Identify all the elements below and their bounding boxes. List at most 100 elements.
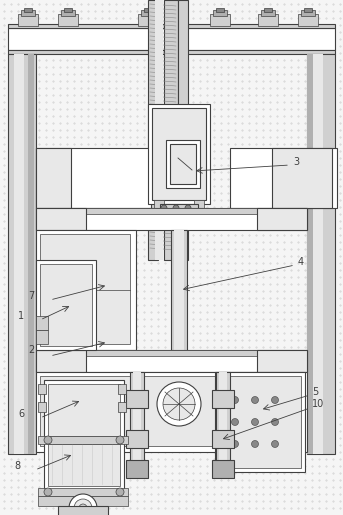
Bar <box>21 10 35 16</box>
Bar <box>219 372 227 472</box>
Bar <box>144 8 152 12</box>
Text: 3: 3 <box>293 157 299 167</box>
Bar <box>304 8 312 12</box>
Bar <box>174 230 184 360</box>
Bar <box>155 0 163 260</box>
Bar <box>8 50 335 54</box>
Circle shape <box>251 419 259 425</box>
Bar <box>130 372 144 472</box>
Bar <box>36 330 48 344</box>
Bar <box>18 14 38 26</box>
Bar <box>8 24 335 28</box>
Bar <box>58 506 108 515</box>
Bar <box>36 208 307 230</box>
Bar <box>48 384 120 436</box>
Bar <box>48 444 120 486</box>
Bar <box>38 384 46 394</box>
Bar <box>8 54 36 454</box>
Bar <box>194 200 204 208</box>
Bar <box>38 496 128 506</box>
Circle shape <box>163 388 195 420</box>
Bar <box>118 384 126 394</box>
Circle shape <box>272 419 279 425</box>
Bar <box>298 14 318 26</box>
Bar <box>36 148 71 208</box>
Bar <box>126 430 148 448</box>
Circle shape <box>232 397 238 403</box>
Circle shape <box>232 419 238 425</box>
Text: 10: 10 <box>312 399 324 409</box>
Text: 7: 7 <box>28 291 34 301</box>
Bar <box>307 54 335 454</box>
Circle shape <box>272 397 279 403</box>
Bar <box>141 10 155 16</box>
Bar <box>36 350 86 372</box>
Bar <box>212 460 234 478</box>
Bar <box>36 316 48 330</box>
Bar <box>160 204 198 216</box>
Bar <box>40 376 300 446</box>
Circle shape <box>69 494 97 515</box>
Circle shape <box>251 397 259 403</box>
Bar <box>216 8 224 12</box>
Bar <box>171 230 187 360</box>
Bar <box>307 54 313 454</box>
Bar <box>36 350 307 356</box>
Bar <box>28 54 34 454</box>
Bar <box>212 390 234 408</box>
Bar <box>38 488 128 496</box>
Bar <box>36 208 307 214</box>
Circle shape <box>116 488 124 496</box>
Bar <box>257 208 307 230</box>
Bar <box>36 350 307 372</box>
Circle shape <box>161 205 167 211</box>
Bar <box>36 230 136 350</box>
Bar <box>133 372 141 472</box>
Bar <box>36 148 151 208</box>
Bar <box>154 200 164 208</box>
Circle shape <box>74 499 92 515</box>
Bar <box>61 10 75 16</box>
Text: 1: 1 <box>18 311 24 321</box>
Text: 5: 5 <box>312 387 318 397</box>
Bar <box>166 140 200 188</box>
Circle shape <box>173 205 179 211</box>
Bar <box>148 104 210 204</box>
Bar <box>44 440 124 490</box>
Bar <box>216 372 230 472</box>
Text: 8: 8 <box>14 461 20 471</box>
Bar <box>24 8 32 12</box>
Bar <box>215 372 305 472</box>
Bar <box>44 380 124 440</box>
Bar <box>88 338 126 346</box>
Bar <box>38 402 46 412</box>
Bar <box>40 234 130 344</box>
Bar <box>170 144 196 184</box>
Bar <box>272 148 332 208</box>
Bar <box>58 14 78 26</box>
Bar <box>36 208 86 230</box>
Bar <box>14 54 24 454</box>
Bar <box>152 108 206 200</box>
Bar <box>36 260 96 350</box>
Bar <box>126 460 148 478</box>
Bar <box>38 436 128 444</box>
Bar <box>212 430 234 448</box>
Circle shape <box>232 440 238 448</box>
Bar <box>95 240 121 340</box>
Circle shape <box>44 488 52 496</box>
Bar <box>118 402 126 412</box>
Bar <box>178 0 188 260</box>
Bar <box>138 14 158 26</box>
Circle shape <box>272 440 279 448</box>
Bar <box>257 350 307 372</box>
Bar <box>126 390 148 408</box>
Bar <box>40 264 92 346</box>
Text: 4: 4 <box>298 257 304 267</box>
Circle shape <box>157 382 201 426</box>
Bar <box>230 148 337 208</box>
Bar <box>313 54 323 454</box>
Bar <box>213 10 227 16</box>
Circle shape <box>185 205 191 211</box>
Bar <box>301 10 315 16</box>
